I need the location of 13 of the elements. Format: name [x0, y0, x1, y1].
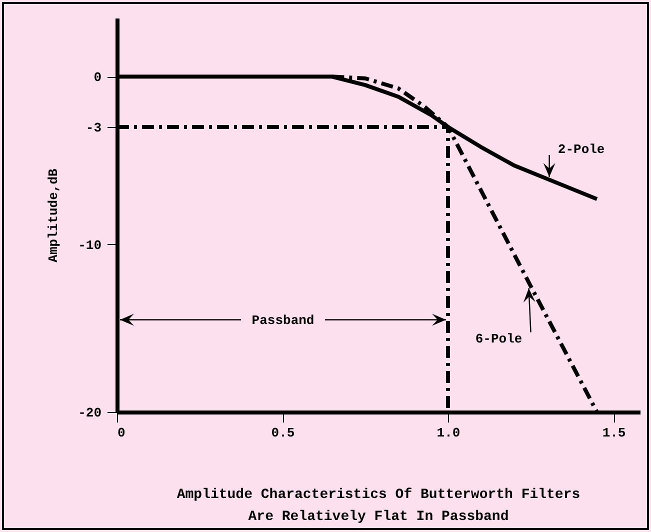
x-tick-label: 1.0 — [436, 426, 460, 440]
y-tick-label: -10 — [78, 238, 102, 253]
annotation: Passband — [252, 312, 314, 328]
y-axis-title: Amplitude,dB — [46, 168, 62, 262]
series-label: 2-Pole — [558, 142, 605, 157]
y-tick-label: 0 — [94, 70, 102, 86]
text: 6-Pole — [475, 331, 522, 346]
text: Amplitude Characteristics Of Butterworth Filters Are Relatively Flat In Passband — [176, 487, 580, 525]
x-tick-label: 0 — [118, 426, 126, 440]
x-tick-label: 0.5 — [271, 426, 295, 440]
y-tick-label: -20 — [78, 406, 102, 420]
y-tick-label: -3 — [86, 120, 102, 136]
x-tick-label: 1.5 — [602, 426, 626, 440]
